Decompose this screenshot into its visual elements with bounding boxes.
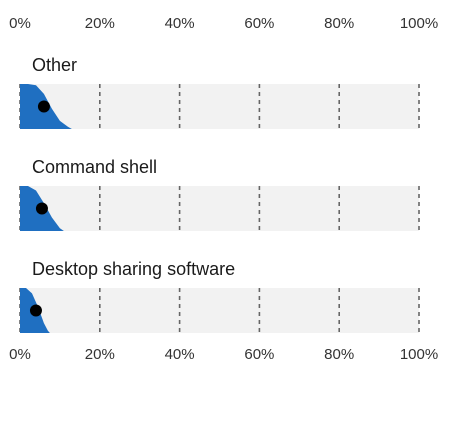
panel-title: Other <box>32 55 77 75</box>
top-x-axis: 0% 20% 40% 60% 80% 100% <box>9 15 438 32</box>
bottom-x-axis: 0% 20% 40% 60% 80% 100% <box>9 346 438 363</box>
panel-background <box>20 186 419 231</box>
bottom-axis-tick-label: 0% <box>9 346 31 363</box>
top-axis-tick-label: 20% <box>85 15 115 32</box>
panel: Desktop sharing software <box>19 259 420 333</box>
panel-background <box>20 288 419 333</box>
panel-title: Command shell <box>32 157 157 177</box>
panel-background <box>20 84 419 129</box>
bottom-axis-tick-label: 60% <box>244 346 274 363</box>
panel-title: Desktop sharing software <box>32 259 235 279</box>
bottom-axis-tick-label: 100% <box>400 346 438 363</box>
top-axis-tick-label: 80% <box>324 15 354 32</box>
point-estimate-marker <box>29 304 42 317</box>
point-estimate-marker <box>37 100 50 113</box>
top-axis-tick-label: 100% <box>400 15 438 32</box>
bottom-axis-tick-label: 20% <box>85 346 115 363</box>
top-axis-tick-label: 0% <box>9 15 31 32</box>
top-axis-tick-label: 40% <box>165 15 195 32</box>
bottom-axis-tick-label: 80% <box>324 346 354 363</box>
panel: Command shell <box>19 157 420 231</box>
top-axis-tick-label: 60% <box>244 15 274 32</box>
point-estimate-marker <box>35 202 48 215</box>
panel: Other <box>19 55 420 129</box>
panels: Other Command shell Desktop sharing softwa… <box>19 55 420 333</box>
bottom-axis-tick-label: 40% <box>165 346 195 363</box>
